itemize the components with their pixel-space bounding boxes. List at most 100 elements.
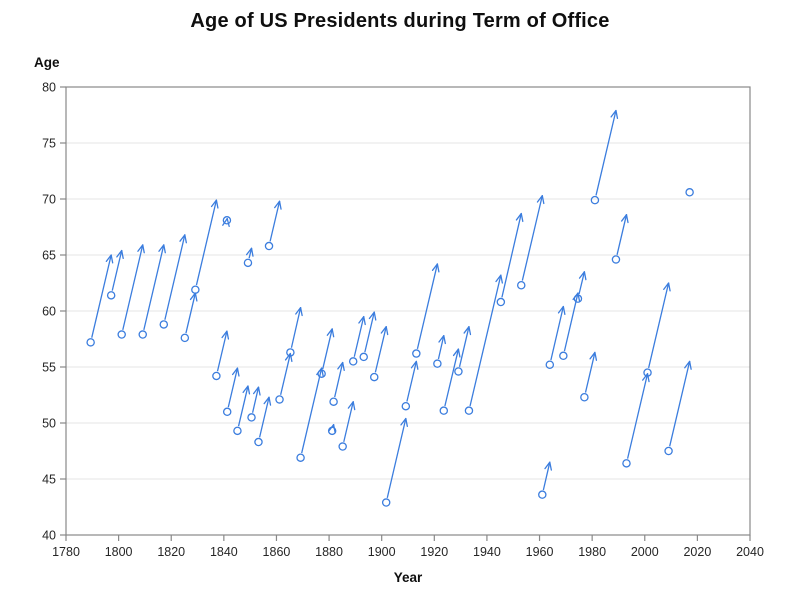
term-start-marker (191, 285, 200, 294)
term-arrow-shaft (164, 234, 186, 320)
term-arrow-head (210, 199, 218, 208)
term-start-marker (86, 338, 95, 347)
term-arrow-head (358, 315, 365, 324)
term-start-marker (348, 357, 358, 366)
term-arrow-head (463, 326, 470, 334)
term-arrow-head (625, 214, 629, 224)
term-arrow-head (121, 249, 124, 260)
term-arrow-shaft (353, 316, 365, 357)
x-tick-label: 1920 (420, 545, 448, 559)
term-start-marker (138, 330, 147, 339)
x-tick-label: 1940 (473, 545, 501, 559)
term-arrow-head (242, 385, 249, 394)
term-arrow-head (257, 386, 261, 396)
term-start-marker (317, 369, 326, 378)
term-start-marker (590, 195, 600, 205)
term-arrow-head (642, 373, 649, 381)
term-arrow-shaft (521, 195, 543, 281)
term-start-marker (254, 437, 263, 447)
term-arrow-shaft (122, 244, 144, 330)
term-arrow-shaft (501, 213, 522, 298)
term-arrow-shaft (111, 250, 123, 291)
term-start-marker (275, 395, 284, 404)
term-arrow-head (295, 306, 302, 315)
term-arrow-shaft (469, 275, 502, 407)
term-arrow-head (274, 200, 281, 209)
term-arrow-head (263, 396, 270, 405)
term-arrow-head (415, 360, 419, 370)
term-arrow-shaft (584, 352, 596, 393)
term-arrow-head (253, 386, 260, 395)
term-start-marker (517, 280, 526, 290)
y-tick-label: 65 (42, 249, 56, 263)
term-arrow-head (158, 244, 165, 252)
term-arrow-shaft (237, 385, 249, 427)
term-arrow-shaft (647, 282, 670, 369)
term-arrow-head (443, 334, 446, 345)
term-arrow-head (226, 217, 230, 228)
term-start-marker (545, 360, 555, 370)
x-tick-label: 1860 (263, 545, 291, 559)
term-arrow-head (337, 361, 344, 370)
term-arrow-head (278, 200, 282, 210)
y-axis-label: Age (34, 55, 60, 70)
term-arrow-shaft (669, 361, 691, 447)
x-tick-label: 1960 (526, 545, 554, 559)
term-arrow-head (410, 360, 417, 369)
term-arrow-shaft (143, 244, 165, 330)
term-start-marker (433, 359, 442, 368)
term-arrow-head (163, 244, 166, 254)
term-arrow-shaft (251, 387, 260, 413)
term-start-marker (243, 258, 253, 268)
term-arrow-head (583, 271, 587, 281)
term-start-marker (439, 406, 449, 415)
term-arrow-head (347, 401, 354, 409)
term-arrow-head (222, 217, 228, 226)
term-arrow-shaft (290, 307, 302, 348)
term-arrow-head (520, 212, 524, 223)
term-start-marker (464, 406, 474, 415)
y-tick-label: 55 (42, 361, 56, 375)
term-arrow-head (215, 199, 219, 209)
term-start-marker (233, 426, 242, 436)
term-start-marker (286, 348, 295, 357)
term-arrow-head (684, 360, 691, 369)
term-arrow-head (438, 334, 445, 343)
term-start-marker (401, 401, 411, 411)
term-arrow-head (578, 271, 586, 279)
term-arrow-shaft (550, 306, 564, 361)
term-start-marker (327, 426, 337, 436)
y-tick-label: 80 (42, 81, 56, 95)
term-arrow-head (368, 311, 375, 320)
term-start-marker (180, 333, 190, 343)
term-arrow-head (562, 305, 566, 316)
x-tick-label: 2040 (736, 545, 764, 559)
term-start-marker (559, 351, 568, 361)
term-arrow-shaft (406, 361, 417, 402)
term-arrow-shaft (258, 397, 270, 438)
term-arrow-head (663, 282, 670, 291)
term-start-marker (664, 446, 673, 456)
term-arrow-head (247, 385, 251, 395)
term-arrow-head (594, 351, 598, 361)
term-arrow-head (194, 292, 198, 302)
term-arrow-shaft (437, 335, 445, 360)
term-arrow-shaft (280, 353, 292, 395)
term-start-marker (573, 294, 583, 303)
term-start-marker (159, 320, 169, 329)
term-arrow-shaft (322, 328, 333, 370)
term-arrow-shaft (626, 373, 649, 459)
term-arrow-head (326, 328, 333, 336)
term-arrow-head (589, 351, 596, 360)
term-arrow-head (268, 396, 272, 406)
term-start-marker (222, 216, 232, 225)
term-arrow-head (116, 249, 123, 258)
term-start-marker (538, 490, 547, 499)
y-tick-label: 70 (42, 193, 56, 207)
term-arrow-head (405, 417, 408, 428)
term-start-marker (296, 453, 305, 462)
term-arrow-head (610, 109, 617, 118)
term-arrow-shaft (364, 311, 375, 353)
term-arrow-head (110, 254, 114, 264)
